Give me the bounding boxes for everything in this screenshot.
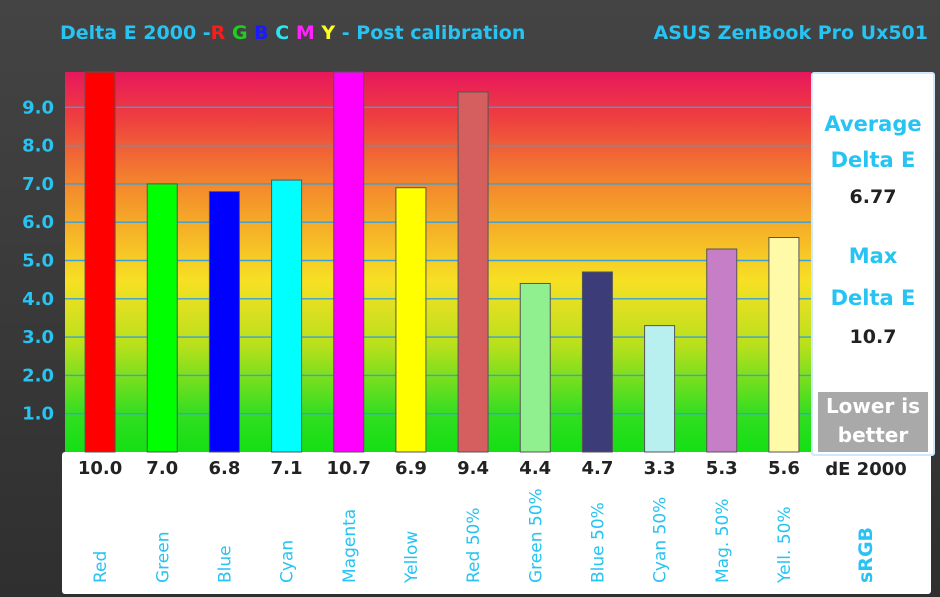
label-panel <box>62 452 931 594</box>
y-tick-label: 1.0 <box>22 404 54 425</box>
title-letter-m: M <box>295 22 315 44</box>
plot-area <box>65 72 811 452</box>
value-label: 6.8 <box>208 458 240 479</box>
lower-is-better-badge: Lower is better <box>818 392 928 452</box>
chart-title: Delta E 2000 -R G B C M Y - Post calibra… <box>60 22 525 44</box>
y-tick-label: 9.0 <box>22 97 54 118</box>
average-label-1: Average <box>824 112 922 136</box>
grid-lines <box>65 106 811 415</box>
category-label: Cyan <box>278 540 298 583</box>
title-letter-y: Y <box>321 22 336 44</box>
value-label: 5.6 <box>768 458 800 479</box>
value-label: 9.4 <box>457 458 489 479</box>
category-label: Green 50% <box>526 488 546 583</box>
title-suffix: - Post calibration <box>341 22 526 44</box>
category-labels: Red Green Blue Cyan Magenta Yellow Red 50% Gree… <box>91 488 795 584</box>
category-label: Yell. 50% <box>775 506 795 584</box>
lower-line-1: Lower is <box>825 394 921 418</box>
category-label: Cyan 50% <box>651 497 671 583</box>
category-label: Mag. 50% <box>713 499 733 583</box>
title-letter-c: C <box>275 22 290 44</box>
y-tick-label: 8.0 <box>22 136 54 157</box>
y-tick-label: 3.0 <box>22 327 54 348</box>
color-space-label: sRGB <box>855 527 877 583</box>
value-label: 3.3 <box>644 458 676 479</box>
value-label: 4.4 <box>519 458 551 479</box>
bar-red-50- <box>457 91 489 453</box>
bar-yellow <box>395 187 427 453</box>
category-label: Red <box>91 551 111 583</box>
average-value: 6.77 <box>849 186 897 208</box>
y-tick-label: 7.0 <box>22 174 54 195</box>
lower-line-2: better <box>837 423 909 447</box>
max-label-1: Max <box>848 244 898 268</box>
bar-green <box>146 183 178 453</box>
title-letter-r: R <box>210 22 226 44</box>
bar-blue <box>208 191 240 453</box>
bar-cyan-50- <box>644 325 676 453</box>
bar-mag-50- <box>706 248 738 453</box>
max-label-2: Delta E <box>830 286 916 310</box>
title-letter-b: B <box>254 22 269 44</box>
title-letters: R G B C M Y <box>211 22 342 44</box>
bar-red <box>84 71 116 453</box>
category-label: Red 50% <box>464 508 484 584</box>
bar-yell-50- <box>768 237 800 453</box>
title-letter-g: G <box>231 22 248 44</box>
category-label: Green <box>153 532 173 583</box>
bars <box>84 71 800 453</box>
value-label: 5.3 <box>706 458 738 479</box>
device-title: ASUS ZenBook Pro Ux501 <box>653 22 928 44</box>
category-label: Magenta <box>340 509 360 583</box>
unit-label: dE 2000 <box>825 459 907 480</box>
bar-blue-50- <box>581 271 613 453</box>
value-label: 10.7 <box>327 458 371 479</box>
max-value: 10.7 <box>849 326 897 348</box>
y-tick-label: 6.0 <box>22 212 54 233</box>
value-labels: 10.0 7.0 6.8 7.1 10.7 6.9 9.4 4.4 4.7 3.3 5.3 5.6 <box>78 458 800 479</box>
bar-magenta <box>333 71 365 453</box>
category-label: Yellow <box>402 531 422 584</box>
summary-panel: Average Delta E 6.77 Max Delta E 10.7 Lo… <box>811 72 935 456</box>
y-tick-label: 4.0 <box>22 289 54 310</box>
y-axis-ticks: 1.0 2.0 3.0 4.0 5.0 6.0 7.0 8.0 9.0 <box>22 97 54 424</box>
category-label: Blue <box>215 545 235 583</box>
value-label: 4.7 <box>581 458 613 479</box>
y-tick-label: 2.0 <box>22 365 54 386</box>
y-tick-label: 5.0 <box>22 251 54 272</box>
value-label: 7.1 <box>271 458 303 479</box>
bar-cyan <box>271 179 303 453</box>
average-label-2: Delta E <box>830 148 916 172</box>
title-prefix: Delta E 2000 - <box>60 22 211 44</box>
value-label: 6.9 <box>395 458 427 479</box>
value-label: 10.0 <box>78 458 122 479</box>
value-label: 7.0 <box>146 458 178 479</box>
category-label: Blue 50% <box>588 502 608 583</box>
bar-green-50- <box>519 282 551 453</box>
